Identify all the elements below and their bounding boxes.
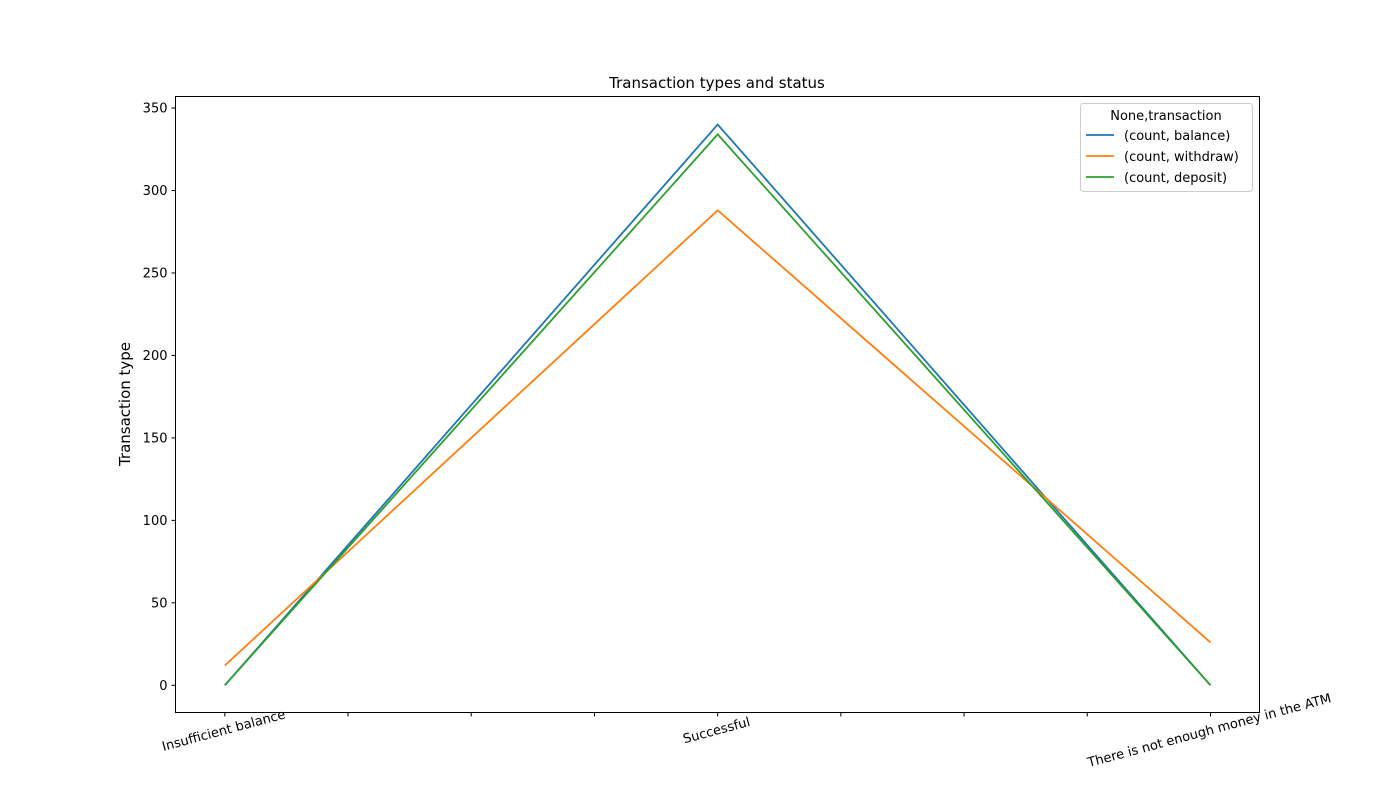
plot-frame <box>175 96 1260 713</box>
legend-entry: (count, balance) <box>1124 129 1230 144</box>
y-tick-label: 50 <box>151 596 168 611</box>
series-line <box>224 209 1212 667</box>
legend-entry: (count, deposit) <box>1124 171 1227 186</box>
y-tick-label: 350 <box>143 102 168 117</box>
legend-entry: (count, withdraw) <box>1124 150 1239 165</box>
legend: None,transaction (count, balance) (count,… <box>1080 103 1253 192</box>
x-tick-label: There is not enough money in the ATM <box>1085 691 1333 771</box>
y-tick-label: 200 <box>143 349 168 364</box>
series-lines <box>224 123 1212 686</box>
legend-box <box>1080 103 1253 192</box>
x-tick-label: Successful <box>682 715 752 747</box>
y-tick-label: 300 <box>143 184 168 199</box>
chart-title: Transaction types and status <box>608 74 825 92</box>
axis-ticks: 0 50 100 150 200 250 300 350 Insufficient balanc… <box>143 102 1333 772</box>
x-tick-label: Insufficient balance <box>161 707 288 754</box>
series-line <box>224 133 1212 686</box>
legend-title: None,transaction <box>1110 109 1221 124</box>
y-axis-label: Transaction type <box>116 342 134 467</box>
y-tick-label: 0 <box>159 679 167 694</box>
y-tick-label: 150 <box>143 431 168 446</box>
series-line <box>224 123 1212 686</box>
y-tick-label: 250 <box>143 266 168 281</box>
y-tick-label: 100 <box>143 514 168 529</box>
